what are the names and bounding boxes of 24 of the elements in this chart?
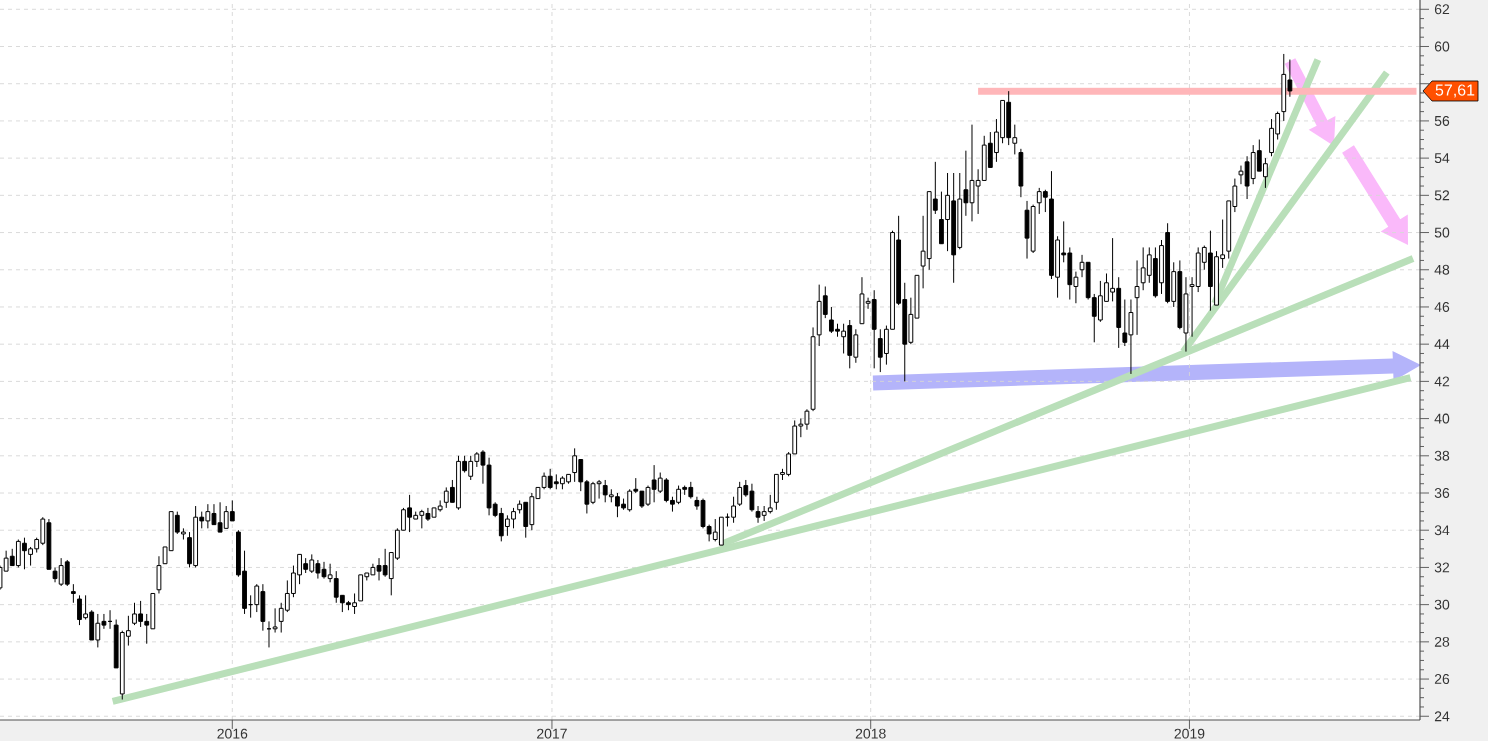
y-tick-label: 40 xyxy=(1434,413,1450,424)
y-tick-label: 36 xyxy=(1434,488,1450,498)
y-tick-label: 44 xyxy=(1434,339,1450,349)
x-tick-label: 2016 xyxy=(217,728,248,739)
x-tick-label: 2018 xyxy=(855,728,886,739)
x-tick-label: 2019 xyxy=(1174,728,1205,739)
y-tick-label: 62 xyxy=(1434,4,1450,15)
y-tick-label: 42 xyxy=(1434,376,1450,387)
y-tick-label: 24 xyxy=(1434,711,1450,722)
x-tick-label: 2017 xyxy=(537,728,567,739)
y-tick-label: 32 xyxy=(1434,562,1450,573)
y-tick-label: 54 xyxy=(1434,153,1450,164)
y-tick-label: 34 xyxy=(1434,525,1450,536)
y-tick-label: 60 xyxy=(1434,41,1450,52)
y-tick-label: 52 xyxy=(1434,190,1450,201)
y-tick-label: 46 xyxy=(1434,301,1450,312)
y-tick-label: 28 xyxy=(1434,636,1450,647)
y-tick-label: 30 xyxy=(1434,599,1450,610)
y-tick-label: 26 xyxy=(1434,674,1450,685)
text: 57,61 xyxy=(1435,84,1475,98)
y-tick-label: 50 xyxy=(1434,227,1450,238)
y-tick-label: 56 xyxy=(1434,115,1450,126)
y-tick-label: 38 xyxy=(1434,450,1450,461)
y-tick-label: 48 xyxy=(1434,264,1450,275)
